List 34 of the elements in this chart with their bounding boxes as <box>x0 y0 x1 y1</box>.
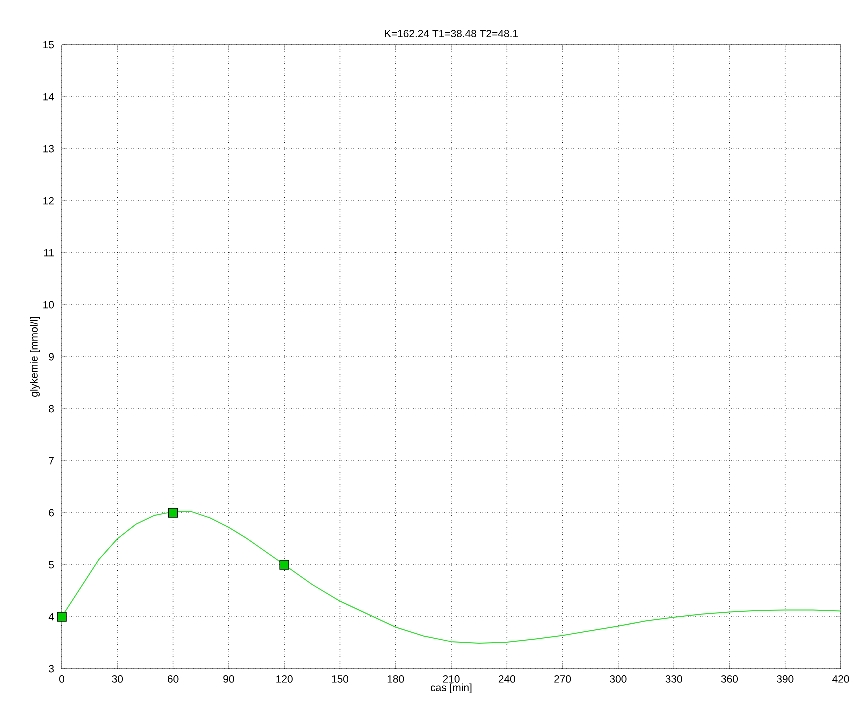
chart-title: K=162.24 T1=38.48 T2=48.1 <box>385 30 518 38</box>
x-tick-label: 360 <box>721 676 738 683</box>
y-tick-label: 4 <box>48 613 54 621</box>
x-tick-label: 240 <box>498 676 516 683</box>
y-tick-label: 3 <box>49 665 54 673</box>
y-tick-label: 12 <box>44 197 54 205</box>
y-tick-label: 9 <box>49 353 54 361</box>
x-tick-label: 150 <box>332 676 349 683</box>
x-tick-label: 300 <box>610 676 627 683</box>
y-tick-label: 10 <box>44 301 54 309</box>
y-tick-label: 6 <box>49 509 54 517</box>
x-tick-label: 420 <box>832 676 850 683</box>
x-axis-title: cas [min] <box>431 684 472 694</box>
point <box>280 560 290 570</box>
x-tick-label: 210 <box>443 676 460 683</box>
y-tick-label: 14 <box>44 93 54 101</box>
y-axis-title: glykemie [mmol/l] <box>30 317 40 397</box>
y-tick-label: 5 <box>49 561 54 569</box>
y-tick-label: 8 <box>49 405 54 413</box>
y-tick-label: 11 <box>44 249 54 257</box>
point <box>57 612 67 622</box>
point <box>168 508 178 518</box>
x-tick-label: 60 <box>168 676 179 683</box>
y-tick-label: 15 <box>44 41 54 49</box>
y-tick-label: 13 <box>44 145 54 153</box>
x-tick-label: 0 <box>60 676 65 683</box>
x-tick-label: 120 <box>276 676 293 683</box>
x-tick-label: 330 <box>666 676 682 683</box>
x-tick-label: 90 <box>224 676 234 683</box>
x-tick-label: 270 <box>554 676 572 683</box>
x-tick-label: 30 <box>112 676 124 683</box>
x-tick-label: 390 <box>777 676 794 683</box>
y-tick-label: 7 <box>49 457 54 465</box>
x-tick-label: 180 <box>388 676 404 683</box>
